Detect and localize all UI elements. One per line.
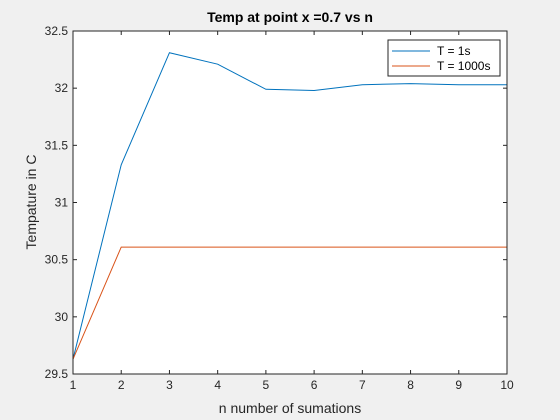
x-tick-label: 2 xyxy=(118,378,125,392)
y-tick-label: 31 xyxy=(55,196,69,210)
x-tick-label: 5 xyxy=(263,378,270,392)
x-axis-title: n number of sumations xyxy=(219,400,361,416)
y-tick-label: 32.5 xyxy=(45,24,69,38)
legend-label-1: T = 1s xyxy=(437,44,470,58)
y-tick-label: 29.5 xyxy=(45,367,69,381)
x-tick-label: 4 xyxy=(214,378,221,392)
ticks-layer: 1 2 3 4 5 6 7 8 9 10 29.5 30 30.5 31 31.5 32 32.5 xyxy=(45,24,514,392)
x-tick-label: 3 xyxy=(166,378,173,392)
chart-title: Temp at point x =0.7 vs n xyxy=(207,9,373,25)
legend-box xyxy=(387,39,501,77)
y-tick-label: 30.5 xyxy=(45,253,69,267)
legend: T = 1sT = 1000s xyxy=(387,39,501,77)
x-tick-label: 1 xyxy=(70,378,77,392)
x-tick-label: 6 xyxy=(311,378,318,392)
x-tick-label: 10 xyxy=(500,378,514,392)
series-line-1 xyxy=(72,52,507,360)
y-axis-title: Tempature in C xyxy=(23,155,39,250)
legend-label-2: T = 1000s xyxy=(437,59,490,73)
x-tick-label: 8 xyxy=(407,378,414,392)
series-layer xyxy=(72,52,507,360)
x-tick-label: 9 xyxy=(455,378,462,392)
x-tick-label: 7 xyxy=(359,378,366,392)
y-tick-label: 31.5 xyxy=(45,138,69,152)
series-line-2 xyxy=(72,246,507,360)
y-tick-label: 32 xyxy=(55,81,69,95)
plot-area xyxy=(73,31,507,374)
y-tick-label: 30 xyxy=(55,310,69,324)
